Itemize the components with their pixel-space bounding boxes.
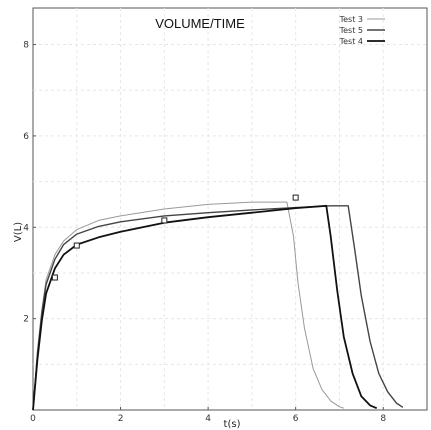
x-tick-label: 4 [205, 414, 211, 424]
data-marker-square [293, 195, 298, 200]
legend-label: Test 3 [339, 15, 363, 24]
y-tick-label: 6 [23, 132, 29, 142]
data-marker-square [52, 275, 57, 280]
x-tick-label: 2 [118, 414, 124, 424]
legend-label: Test 4 [339, 37, 363, 46]
y-tick-label: 8 [23, 41, 29, 51]
y-axis-label: V(L) [13, 222, 24, 242]
legend-label: Test 5 [339, 26, 363, 35]
x-tick-label: 6 [293, 414, 299, 424]
plot-area [33, 8, 427, 410]
y-tick-label: 2 [23, 315, 29, 325]
x-axis-label: t(s) [224, 419, 241, 430]
data-marker-square [162, 218, 167, 223]
chart-title: VOLUME/TIME [155, 16, 245, 31]
y-tick-label: 4 [23, 223, 29, 233]
x-tick-label: 0 [30, 414, 36, 424]
x-tick-label: 8 [380, 414, 386, 424]
data-marker-square [74, 243, 79, 248]
